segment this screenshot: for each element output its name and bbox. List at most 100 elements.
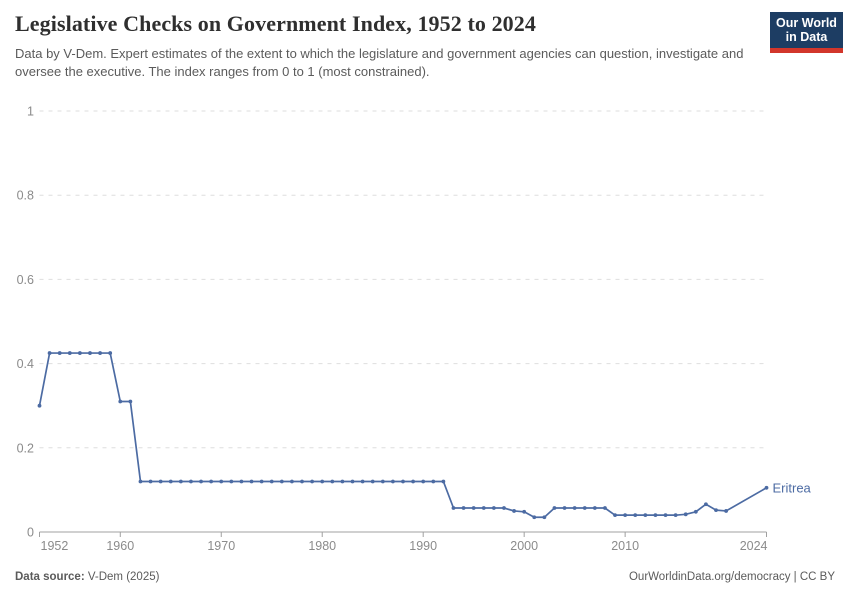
data-point[interactable]	[491, 506, 496, 510]
data-point[interactable]	[562, 506, 567, 510]
data-source-label: Data source:	[15, 571, 85, 583]
data-point[interactable]	[623, 513, 628, 518]
x-axis-tick-label: 2024	[740, 539, 768, 553]
data-point[interactable]	[481, 506, 486, 510]
data-point[interactable]	[370, 479, 375, 484]
data-point[interactable]	[391, 479, 395, 484]
data-point[interactable]	[138, 479, 143, 484]
x-axis-tick-label: 1980	[308, 539, 336, 553]
data-point[interactable]	[128, 399, 133, 404]
y-axis-tick-label: 0.2	[17, 441, 34, 455]
x-axis-tick-label: 1952	[41, 539, 69, 553]
data-point[interactable]	[290, 479, 294, 484]
owid-logo-red-bar	[770, 48, 843, 53]
data-point[interactable]	[582, 506, 587, 510]
data-point[interactable]	[320, 479, 325, 484]
x-axis-tick-label: 1960	[106, 539, 134, 553]
data-point[interactable]	[522, 509, 527, 514]
data-point[interactable]	[158, 479, 163, 484]
data-point[interactable]	[542, 515, 547, 520]
data-point[interactable]	[98, 351, 102, 355]
data-point[interactable]	[380, 479, 385, 484]
data-point[interactable]	[279, 479, 284, 484]
data-point[interactable]	[118, 399, 123, 404]
data-point[interactable]	[219, 479, 224, 484]
data-point[interactable]	[340, 479, 345, 484]
data-point[interactable]	[259, 479, 264, 484]
chart-header: Legislative Checks on Government Index, …	[15, 10, 763, 81]
data-point[interactable]	[633, 513, 638, 518]
data-point[interactable]	[229, 479, 234, 484]
data-point[interactable]	[350, 479, 355, 484]
data-line[interactable]	[38, 352, 767, 519]
data-point[interactable]	[168, 479, 173, 484]
y-axis-tick-label: 0.8	[17, 189, 34, 203]
data-point[interactable]	[663, 513, 668, 518]
data-point[interactable]	[714, 508, 718, 513]
chart-footer: Data source: V-Dem (2025) OurWorldinData…	[15, 571, 835, 587]
data-point[interactable]	[47, 351, 52, 355]
data-point[interactable]	[77, 351, 82, 355]
data-point[interactable]	[441, 479, 446, 484]
y-axis-tick-label: 0	[27, 526, 34, 540]
data-point[interactable]	[552, 506, 557, 510]
data-point[interactable]	[603, 506, 607, 510]
data-point[interactable]	[693, 509, 698, 514]
data-point[interactable]	[310, 479, 315, 484]
data-point[interactable]	[451, 506, 456, 510]
page-title: Legislative Checks on Government Index, …	[15, 11, 536, 36]
data-point[interactable]	[239, 479, 244, 484]
data-point[interactable]	[764, 485, 769, 490]
owid-logo-text: Our World in Data	[770, 12, 843, 48]
data-point[interactable]	[653, 513, 658, 518]
data-point[interactable]	[57, 351, 62, 355]
data-point[interactable]	[643, 513, 648, 518]
data-point[interactable]	[461, 506, 466, 510]
y-axis-tick-label: 0.6	[17, 273, 34, 287]
data-point[interactable]	[178, 479, 183, 484]
data-point[interactable]	[88, 351, 92, 355]
data-point[interactable]	[613, 513, 617, 518]
x-axis-tick-label: 1970	[207, 539, 235, 553]
credit-link[interactable]: OurWorldinData.org/democracy | CC BY	[628, 571, 835, 583]
data-point[interactable]	[199, 479, 203, 484]
owid-logo-line1: Our World	[776, 16, 837, 30]
y-axis-tick-label: 0.4	[17, 357, 34, 371]
data-point[interactable]	[724, 509, 729, 513]
data-point[interactable]	[532, 515, 537, 520]
data-point[interactable]	[512, 509, 516, 513]
data-point[interactable]	[249, 479, 254, 484]
data-point[interactable]	[360, 479, 365, 484]
data-point[interactable]	[592, 506, 597, 510]
data-point[interactable]	[330, 479, 335, 484]
data-source-value: V-Dem (2025)	[84, 571, 160, 583]
data-point[interactable]	[673, 513, 678, 518]
data-point[interactable]	[269, 479, 274, 484]
data-point[interactable]	[572, 506, 577, 510]
x-axis-tick-label: 1990	[409, 539, 437, 553]
data-point[interactable]	[421, 479, 426, 484]
data-point[interactable]	[108, 351, 113, 355]
data-point[interactable]	[704, 502, 708, 507]
data-point[interactable]	[189, 479, 193, 484]
data-point[interactable]	[401, 479, 405, 484]
data-point[interactable]	[502, 506, 506, 510]
owid-logo[interactable]: Our World in Data	[770, 12, 843, 53]
data-point[interactable]	[683, 512, 688, 517]
data-point[interactable]	[411, 479, 415, 484]
data-point[interactable]	[148, 479, 153, 484]
data-point[interactable]	[209, 479, 214, 484]
data-point[interactable]	[37, 403, 42, 408]
data-point[interactable]	[67, 351, 72, 355]
chart-subtitle: Data by V-Dem. Expert estimates of the e…	[15, 46, 744, 79]
data-point[interactable]	[471, 506, 476, 510]
data-point[interactable]	[300, 479, 304, 484]
x-axis-tick-label: 2010	[611, 539, 639, 553]
data-source: Data source: V-Dem (2025)	[15, 571, 159, 587]
owid-logo-line2: in Data	[785, 30, 828, 44]
data-point[interactable]	[431, 479, 436, 484]
y-axis-tick-label: 1	[27, 105, 34, 119]
series-end-label[interactable]: Eritrea	[773, 480, 812, 495]
x-axis-tick-label: 2000	[510, 539, 538, 553]
